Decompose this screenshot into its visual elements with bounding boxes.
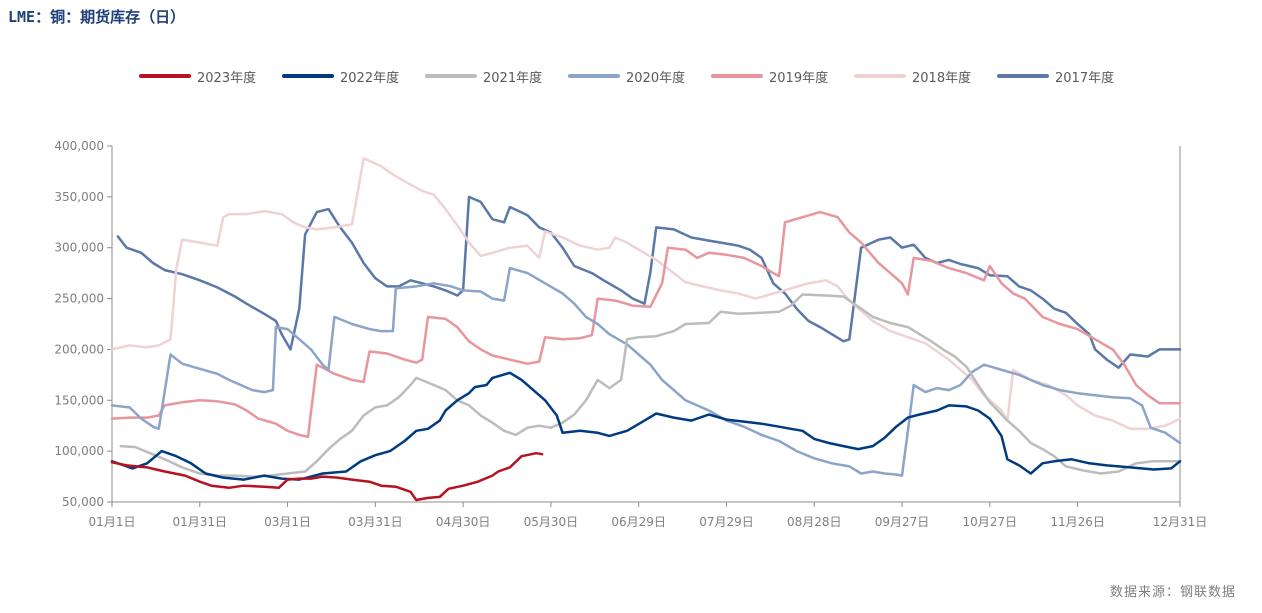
x-tick-label: 01月31日 bbox=[173, 515, 228, 529]
x-tick-label: 05月30日 bbox=[524, 515, 579, 529]
series-line-2017年度 bbox=[116, 195, 1182, 369]
y-tick-label: 50,000 bbox=[62, 495, 104, 509]
chart-title: LME：铜：期货库存（日） bbox=[8, 8, 186, 26]
legend-item: 2023年度 bbox=[139, 64, 256, 88]
x-tick-label: 03月31日 bbox=[348, 515, 403, 529]
series-line-2023年度 bbox=[110, 451, 544, 502]
x-tick-label: 01月1日 bbox=[89, 515, 136, 529]
y-tick-label: 350,000 bbox=[54, 190, 104, 204]
series-line-2021年度 bbox=[119, 293, 1182, 478]
legend-swatch bbox=[711, 74, 763, 78]
legend-swatch bbox=[425, 74, 477, 78]
legend-item: 2020年度 bbox=[568, 64, 685, 88]
y-tick-label: 250,000 bbox=[54, 292, 104, 306]
legend-label: 2017年度 bbox=[1055, 70, 1115, 86]
series-layer bbox=[110, 156, 1182, 502]
x-tick-label: 09月27日 bbox=[875, 515, 930, 529]
legend-label: 2022年度 bbox=[340, 70, 400, 86]
legend-label: 2020年度 bbox=[626, 70, 686, 86]
y-tick-label: 150,000 bbox=[54, 393, 104, 407]
legend-item: 2022年度 bbox=[282, 64, 399, 88]
x-tick-label: 08月28日 bbox=[787, 515, 842, 529]
series-line-2019年度 bbox=[110, 210, 1182, 439]
legend-swatch bbox=[568, 74, 620, 78]
y-tick-label: 100,000 bbox=[54, 444, 104, 458]
x-tick-label: 11月26日 bbox=[1050, 515, 1105, 529]
legend-item: 2021年度 bbox=[425, 64, 542, 88]
y-tick-label: 400,000 bbox=[54, 139, 104, 153]
legend-swatch bbox=[997, 74, 1049, 78]
legend-item: 2019年度 bbox=[711, 64, 828, 88]
y-tick-label: 200,000 bbox=[54, 342, 104, 356]
legend-label: 2019年度 bbox=[769, 70, 829, 86]
legend-swatch bbox=[139, 74, 191, 78]
legend: 2023年度 2022年度 2021年度 2020年度 2019年度 2018年度 2017… bbox=[0, 64, 1262, 88]
x-tick-label: 12月31日 bbox=[1153, 515, 1208, 529]
source-note: 数据来源：钢联数据 bbox=[1109, 585, 1236, 600]
x-tick-label: 04月30日 bbox=[436, 515, 491, 529]
legend-label: 2021年度 bbox=[483, 70, 543, 86]
x-tick-label: 06月29日 bbox=[611, 515, 666, 529]
legend-label: 2023年度 bbox=[197, 70, 257, 86]
series-line-2020年度 bbox=[110, 266, 1182, 477]
x-tick-label: 10月27日 bbox=[963, 515, 1018, 529]
legend-item: 2017年度 bbox=[997, 64, 1114, 88]
x-tick-label: 07月29日 bbox=[699, 515, 754, 529]
legend-swatch bbox=[854, 74, 906, 78]
y-tick-label: 300,000 bbox=[54, 241, 104, 255]
legend-item: 2018年度 bbox=[854, 64, 971, 88]
legend-swatch bbox=[282, 74, 334, 78]
legend-label: 2018年度 bbox=[912, 70, 972, 86]
x-tick-label: 03月1日 bbox=[264, 515, 311, 529]
series-line-2022年度 bbox=[110, 371, 1182, 481]
